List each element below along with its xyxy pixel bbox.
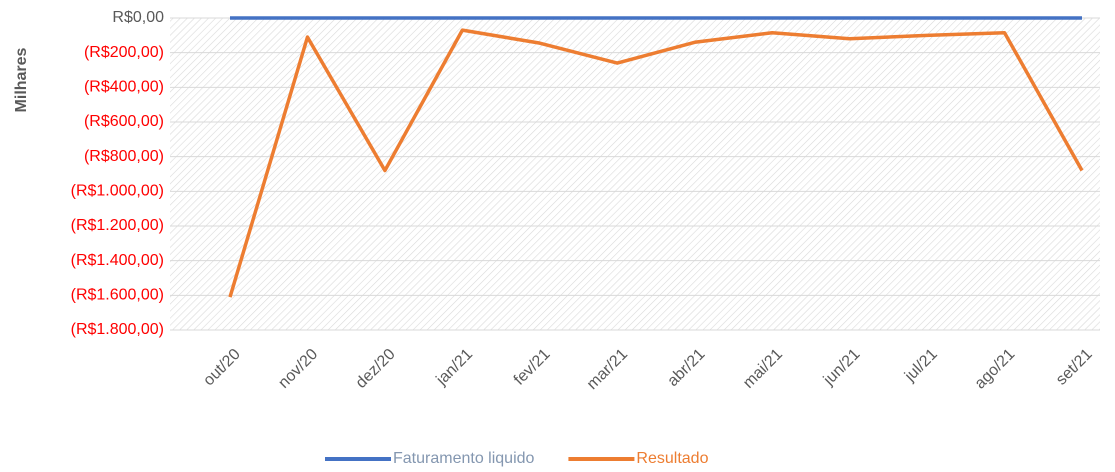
y-tick-label: (R$1.800,00) <box>71 321 164 338</box>
y-tick-label: R$0,00 <box>112 9 164 26</box>
legend-label: Resultado <box>636 450 708 467</box>
y-axis-label: Milhares <box>13 47 30 112</box>
y-tick-label: (R$800,00) <box>84 148 164 165</box>
legend-label: Faturamento liquido <box>393 450 535 467</box>
y-tick-label: (R$400,00) <box>84 79 164 96</box>
y-tick-label: (R$600,00) <box>84 113 164 130</box>
x-tick-label: set/21 <box>1053 346 1096 389</box>
x-tick-label: nov/20 <box>275 346 321 392</box>
plot-area <box>170 18 1100 330</box>
series-line <box>228 28 1084 298</box>
y-tick-label: (R$1.400,00) <box>71 252 164 269</box>
x-tick-label: jul/21 <box>901 346 941 386</box>
y-tick-label: (R$1.600,00) <box>71 287 164 304</box>
y-tick-label: (R$1.000,00) <box>71 183 164 200</box>
x-tick-label: abr/21 <box>664 346 708 390</box>
x-tick-label: fev/21 <box>511 346 554 389</box>
y-tick-label: (R$200,00) <box>84 44 164 61</box>
y-tick-label: (R$1.200,00) <box>71 217 164 234</box>
x-tick-label: dez/20 <box>353 346 399 392</box>
x-tick-label: out/20 <box>200 346 244 390</box>
x-tick-label: jun/21 <box>820 346 864 390</box>
x-tick-label: jan/21 <box>433 346 477 390</box>
x-tick-label: ago/21 <box>972 346 1019 393</box>
x-tick-label: mai/21 <box>740 346 786 392</box>
x-tick-label: mar/21 <box>584 346 631 393</box>
